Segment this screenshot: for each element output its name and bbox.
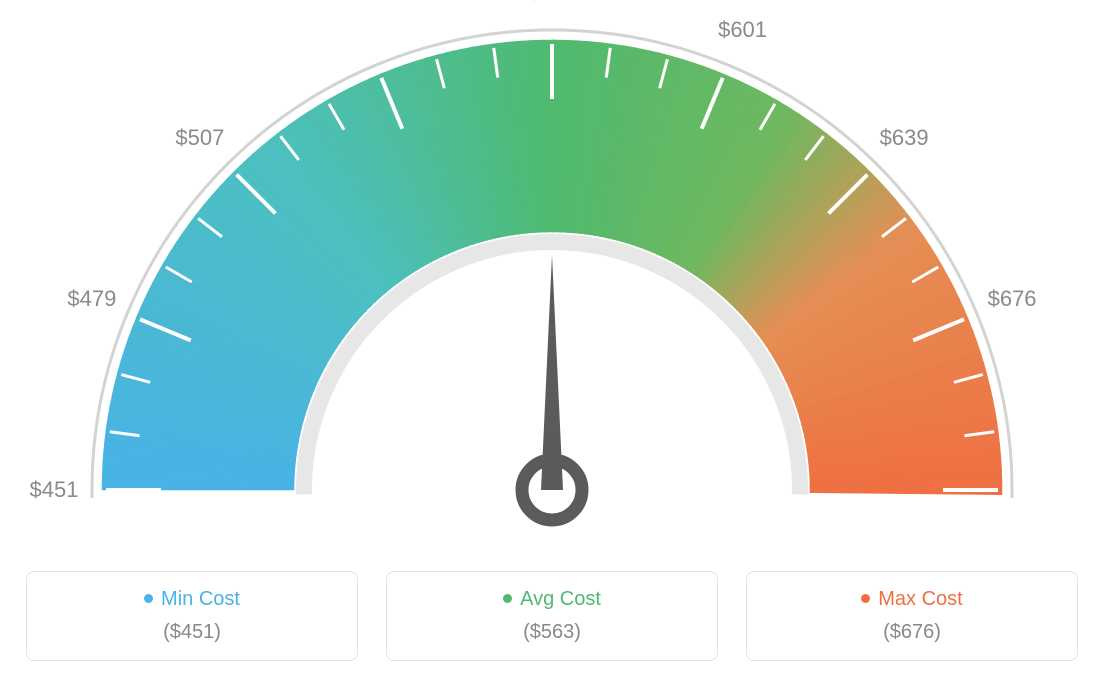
gauge-tick-label: $563 bbox=[528, 0, 577, 5]
gauge-tick-label: $479 bbox=[67, 286, 116, 312]
legend-dot-max bbox=[861, 594, 870, 603]
gauge-tick-label: $507 bbox=[175, 125, 224, 151]
legend-value-max: ($676) bbox=[757, 621, 1067, 644]
cost-gauge: $451 $479 $507 $563 $601 $639 $676 bbox=[0, 0, 1104, 575]
legend-dot-avg bbox=[503, 594, 512, 603]
legend-card-max: Max Cost ($676) bbox=[746, 571, 1078, 661]
legend-title-min: Min Cost bbox=[161, 588, 240, 610]
legend-row: Min Cost ($451) Avg Cost ($563) Max Cost… bbox=[0, 571, 1104, 661]
gauge-tick-label: $639 bbox=[880, 125, 929, 151]
legend-title-max: Max Cost bbox=[878, 588, 962, 610]
legend-card-min: Min Cost ($451) bbox=[26, 571, 358, 661]
legend-value-min: ($451) bbox=[37, 621, 347, 644]
legend-title-avg: Avg Cost bbox=[520, 588, 601, 610]
gauge-tick-label: $451 bbox=[30, 477, 79, 503]
legend-value-avg: ($563) bbox=[397, 621, 707, 644]
legend-card-avg: Avg Cost ($563) bbox=[386, 571, 718, 661]
legend-dot-min bbox=[144, 594, 153, 603]
gauge-tick-label: $676 bbox=[988, 286, 1037, 312]
gauge-tick-label: $601 bbox=[718, 17, 767, 43]
